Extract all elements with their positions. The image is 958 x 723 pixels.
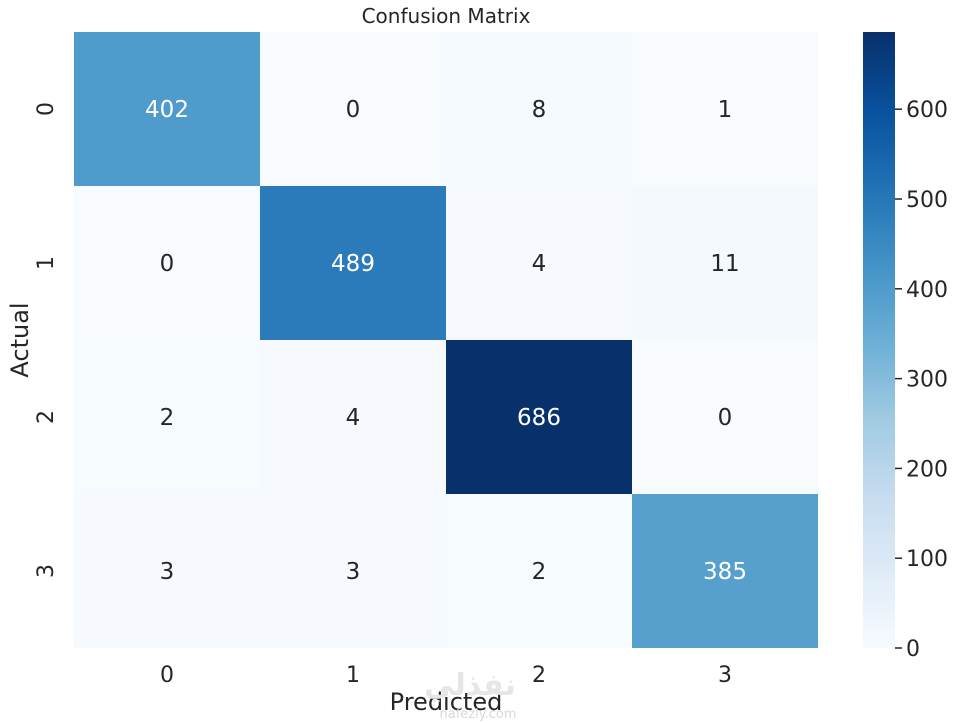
x-axis-label: Predicted [390,688,503,716]
heatmap-cell [74,186,260,340]
colorbar-tick-label: 100 [906,547,948,572]
heatmap-cell [446,340,632,494]
x-tick-label: 2 [532,663,546,688]
y-tick-label: 2 [34,410,59,424]
cell-value-label: 8 [532,97,547,123]
cell-value-label: 489 [331,251,375,277]
colorbar-tick-label: 300 [906,368,948,393]
y-axis-ticks: 0 1 2 3 [34,102,59,578]
heatmap-cell [74,494,260,648]
heatmap-cell [632,32,818,186]
y-axis-label: Actual [6,302,34,377]
heatmap-cell [446,186,632,340]
heatmap-cell [632,494,818,648]
heatmap-cell [632,340,818,494]
y-tick-label: 0 [34,102,59,116]
heatmap-cell [632,186,818,340]
heatmap-cell [260,186,446,340]
cell-value-label: 3 [346,559,361,585]
cell-value-label: 11 [710,251,739,277]
x-tick-label: 3 [718,663,732,688]
colorbar-tick-label: 500 [906,188,948,213]
cell-value-label: 686 [517,405,561,431]
cell-value-label: 4 [346,405,361,431]
cell-value-label: 385 [703,559,747,585]
colorbar-tick-label: 200 [906,457,948,482]
heatmap-cell [446,32,632,186]
x-tick-label: 1 [346,663,360,688]
cell-value-label: 4 [532,251,547,277]
heatmap-cell [260,32,446,186]
y-tick-label: 1 [34,256,59,270]
chart-title: Confusion Matrix [362,4,531,28]
heatmap-cell [74,32,260,186]
heatmap-cells [74,32,818,648]
cell-value-label: 0 [346,97,361,123]
colorbar-tick-label: 400 [906,278,948,303]
cell-value-label: 0 [160,251,175,277]
cell-value-label: 0 [718,405,733,431]
x-axis-ticks: 0 1 2 3 [160,663,732,688]
cell-value-label: 1 [718,97,733,123]
colorbar-ticks: 0 100 200 300 400 500 600 [895,98,948,662]
cell-value-label: 402 [145,97,189,123]
watermark-latin: nafezly.com [440,707,517,722]
watermark: نفذلي nafezly.com [424,668,516,722]
heatmap-cell [74,340,260,494]
colorbar-tick-label: 0 [906,637,920,662]
cell-value-label: 2 [160,405,175,431]
y-tick-label: 3 [34,564,59,578]
colorbar-tick-label: 600 [906,98,948,123]
heatmap-cell [446,494,632,648]
heatmap-cell-labels: 402 0 8 1 0 489 4 11 2 4 686 0 3 3 2 385 [145,97,747,585]
heatmap-cell [260,494,446,648]
cell-value-label: 3 [160,559,175,585]
heatmap-cell [260,340,446,494]
watermark-arabic: نفذلي [424,668,516,703]
x-tick-label: 0 [160,663,174,688]
colorbar [863,32,895,648]
cell-value-label: 2 [532,559,547,585]
